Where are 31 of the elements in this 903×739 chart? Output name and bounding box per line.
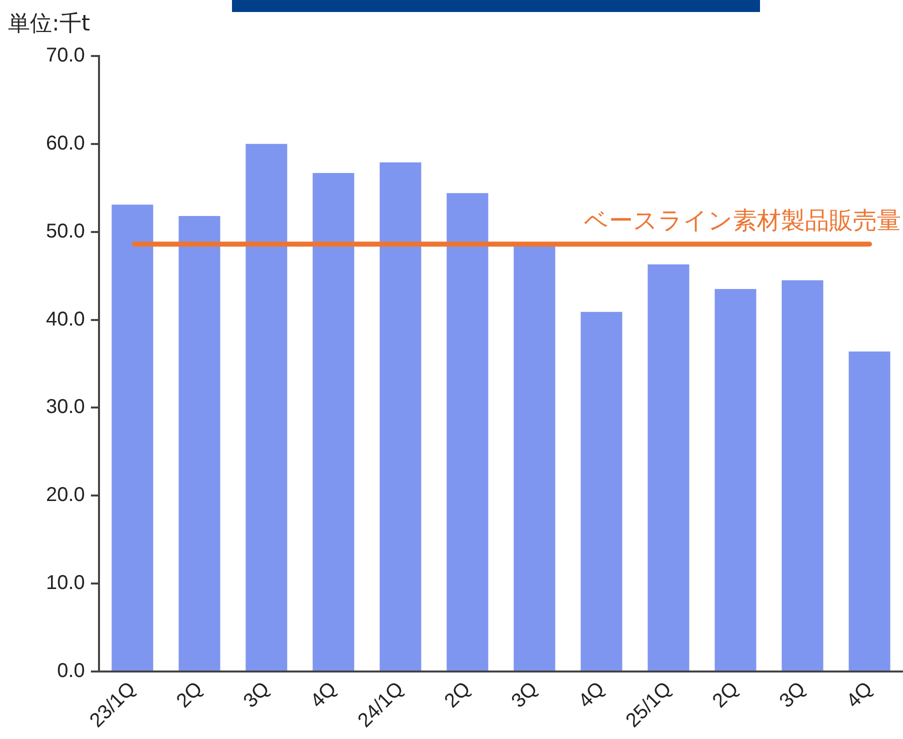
x-tick-label: 4Q xyxy=(574,678,609,712)
x-tick-label: 3Q xyxy=(507,678,542,712)
bar xyxy=(782,280,824,671)
ref-line-label: ベースライン素材製品販売量 xyxy=(584,206,901,234)
x-tick-label: 3Q xyxy=(239,678,274,712)
bar xyxy=(848,351,890,671)
bar xyxy=(446,193,488,671)
y-axis-title: 単位:千t xyxy=(8,12,90,37)
y-tick-label: 40.0 xyxy=(46,308,85,330)
bar xyxy=(112,204,154,671)
x-tick-label: 2Q xyxy=(172,678,207,712)
x-tick-label: 2Q xyxy=(440,678,475,712)
bar xyxy=(580,312,622,671)
bar xyxy=(312,172,354,671)
y-tick-label: 50.0 xyxy=(46,220,85,242)
x-tick-label: 2Q xyxy=(708,678,743,712)
bar xyxy=(178,216,220,671)
y-tick-label: 20.0 xyxy=(46,484,85,506)
bar xyxy=(514,245,556,671)
y-tick-label: 60.0 xyxy=(46,132,85,154)
x-tick-label: 4Q xyxy=(306,678,341,712)
y-tick-label: 10.0 xyxy=(46,572,85,594)
bar xyxy=(246,144,288,671)
x-tick-label: 3Q xyxy=(776,678,810,712)
bar xyxy=(714,289,756,671)
x-tick-label: 4Q xyxy=(842,678,877,712)
bar xyxy=(648,264,690,671)
y-tick-label: 0.0 xyxy=(57,660,85,682)
y-tick-label: 30.0 xyxy=(46,396,85,418)
bar xyxy=(380,162,422,671)
y-tick-label: 70.0 xyxy=(46,44,85,67)
